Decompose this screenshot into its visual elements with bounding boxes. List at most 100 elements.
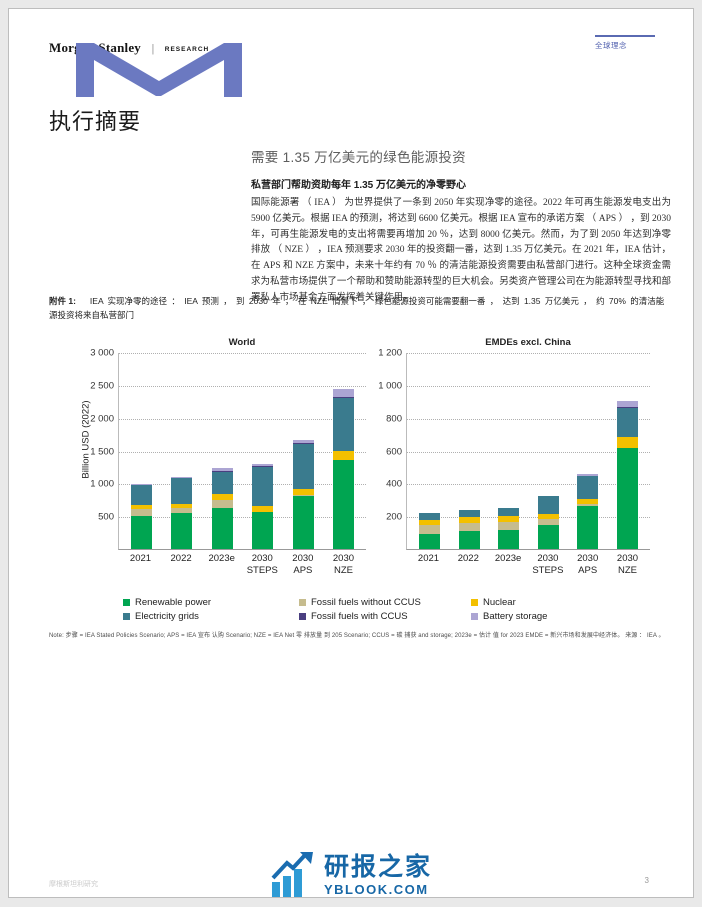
bar-segment (537, 496, 559, 514)
bar-segment (171, 504, 193, 508)
bar-segment (252, 512, 274, 549)
x-tick-label: 2021 (417, 553, 440, 564)
chart-legend: Renewable power Fossil fuels without CCUS… (123, 597, 547, 622)
body-paragraph: 国际能源署 （ IEA ） 为世界提供了一条到 2050 年实现净零的途径。20… (251, 198, 671, 303)
bar-segment (419, 513, 440, 520)
legend-swatch-icon (471, 613, 478, 620)
bar (211, 468, 233, 549)
bar-segment (252, 467, 274, 506)
bar-segment (537, 525, 559, 549)
chart-plot-area: 500 1 000 1 500 2 000 2 500 3 000 (90, 348, 366, 550)
x-tick-label: 2030 NZE (332, 553, 355, 576)
bar-segment (498, 522, 520, 530)
y-tick-label: 800 (386, 413, 402, 425)
x-tick-label: 2030 APS (292, 553, 314, 576)
exhibit-caption: 附件 1: IEA 实现净零的途径 ： IEA 预测 ， 到 2030 年 ， 在… (49, 294, 665, 323)
bar-segment (458, 517, 480, 523)
bar-segment (292, 496, 314, 549)
bar-segment (292, 440, 314, 443)
bar (419, 513, 440, 549)
bar-segment (537, 514, 559, 519)
bar (171, 477, 193, 549)
bar-segment (292, 444, 314, 489)
watermark: 研报之家 YBLOOK.COM (270, 852, 433, 898)
bar (292, 440, 314, 549)
bar-segment (419, 534, 440, 549)
watermark-title: 研报之家 (323, 853, 433, 881)
gridline (119, 517, 366, 519)
bar-segment (292, 489, 314, 495)
bar-segment (498, 508, 520, 516)
bar-segment (498, 516, 520, 522)
y-tick-label: 600 (386, 446, 402, 457)
report-page: Morgan Stanley | RESEARCH 全球理念 执行摘要 需要 1… (8, 8, 694, 898)
gridline (119, 418, 366, 420)
legend-label: Fossil fuels with CCUS (311, 611, 408, 622)
y-tick-label: 2 500 (90, 380, 114, 392)
y-tick-label: 2 000 (90, 413, 114, 425)
legend-item: Fossil fuels without CCUS (299, 597, 471, 608)
bar-segment (537, 519, 559, 525)
x-tick-label: 2022 (457, 553, 479, 564)
legend-swatch-icon (299, 599, 306, 606)
legend-label: Fossil fuels without CCUS (311, 597, 421, 608)
bar (577, 474, 599, 549)
legend-label: Electricity grids (135, 611, 199, 622)
x-tick-label: 2023e (208, 553, 235, 564)
bars (407, 353, 650, 549)
y-tick-label: 1 000 (378, 380, 402, 392)
bar-segment (131, 505, 152, 509)
bar-segment (332, 398, 354, 451)
brand-divider: | (151, 43, 155, 55)
legend-swatch-icon (123, 613, 130, 620)
bar (498, 508, 520, 549)
y-tick-label: 1 000 (90, 478, 114, 490)
y-tick-label: 500 (98, 511, 114, 523)
gridline (407, 353, 650, 354)
x-axis-labels: 2021 2022 2023e 2030 STEPS 2030 APS 2030 NZE (406, 553, 650, 577)
header-right-rule (595, 35, 655, 37)
gridline (407, 451, 650, 453)
bar-segment (616, 401, 638, 407)
bar-segment (211, 471, 233, 472)
bar-segment (211, 468, 233, 471)
bar-segment (131, 509, 152, 516)
gridline (407, 517, 650, 519)
chart-world: World 500 1 000 1 500 2 000 2 500 3 000 2021 2… (90, 331, 366, 577)
bar-segment (498, 530, 520, 549)
bar (252, 464, 274, 549)
watermark-barchart-icon (271, 852, 313, 897)
bar-segment (332, 460, 354, 549)
source-note: Note: 步骤 = IEA Stated Policies Scenario;… (49, 633, 665, 639)
bars (119, 353, 366, 549)
footer-brand-text: 摩根斯坦利研究 (49, 881, 98, 888)
bar-segment (332, 397, 354, 398)
bar-segment (616, 407, 638, 408)
x-tick-label: 2021 (129, 553, 152, 564)
bar (131, 484, 152, 549)
y-tick-label: 200 (386, 511, 402, 523)
bar-segment (211, 508, 233, 549)
bar-segment (616, 408, 638, 437)
y-tick-label: 400 (386, 478, 402, 490)
section-subheading: 需要 1.35 万亿美元的绿色能源投资 (251, 150, 466, 165)
legend-item: Battery storage (471, 611, 547, 622)
bar-segment (131, 484, 152, 485)
bar-segment (577, 474, 599, 476)
chart-title: EMDEs excl. China (485, 337, 571, 348)
gridline (407, 484, 650, 486)
legend-swatch-icon (471, 599, 478, 606)
exhibit-caption-text: IEA 实现净零的途径 ： IEA 预测 ， 到 2030 年 ， 在 NZE … (49, 296, 665, 321)
exhibit-label: 附件 1: (49, 296, 76, 306)
bar-segment (332, 389, 354, 397)
x-tick-label: 2030 STEPS (246, 553, 278, 576)
bar-segment (616, 437, 638, 448)
legend-label: Battery storage (483, 611, 548, 622)
watermark-text: 研报之家 YBLOOK.COM (323, 853, 433, 898)
bar-segment (131, 516, 152, 549)
bar-segment (252, 464, 274, 466)
bar-segment (458, 510, 480, 517)
charts-row: Billion USD (2022) World 500 1 000 1 500 2 … (49, 331, 669, 593)
bar-segment (171, 508, 193, 513)
bar-segment (171, 513, 193, 549)
